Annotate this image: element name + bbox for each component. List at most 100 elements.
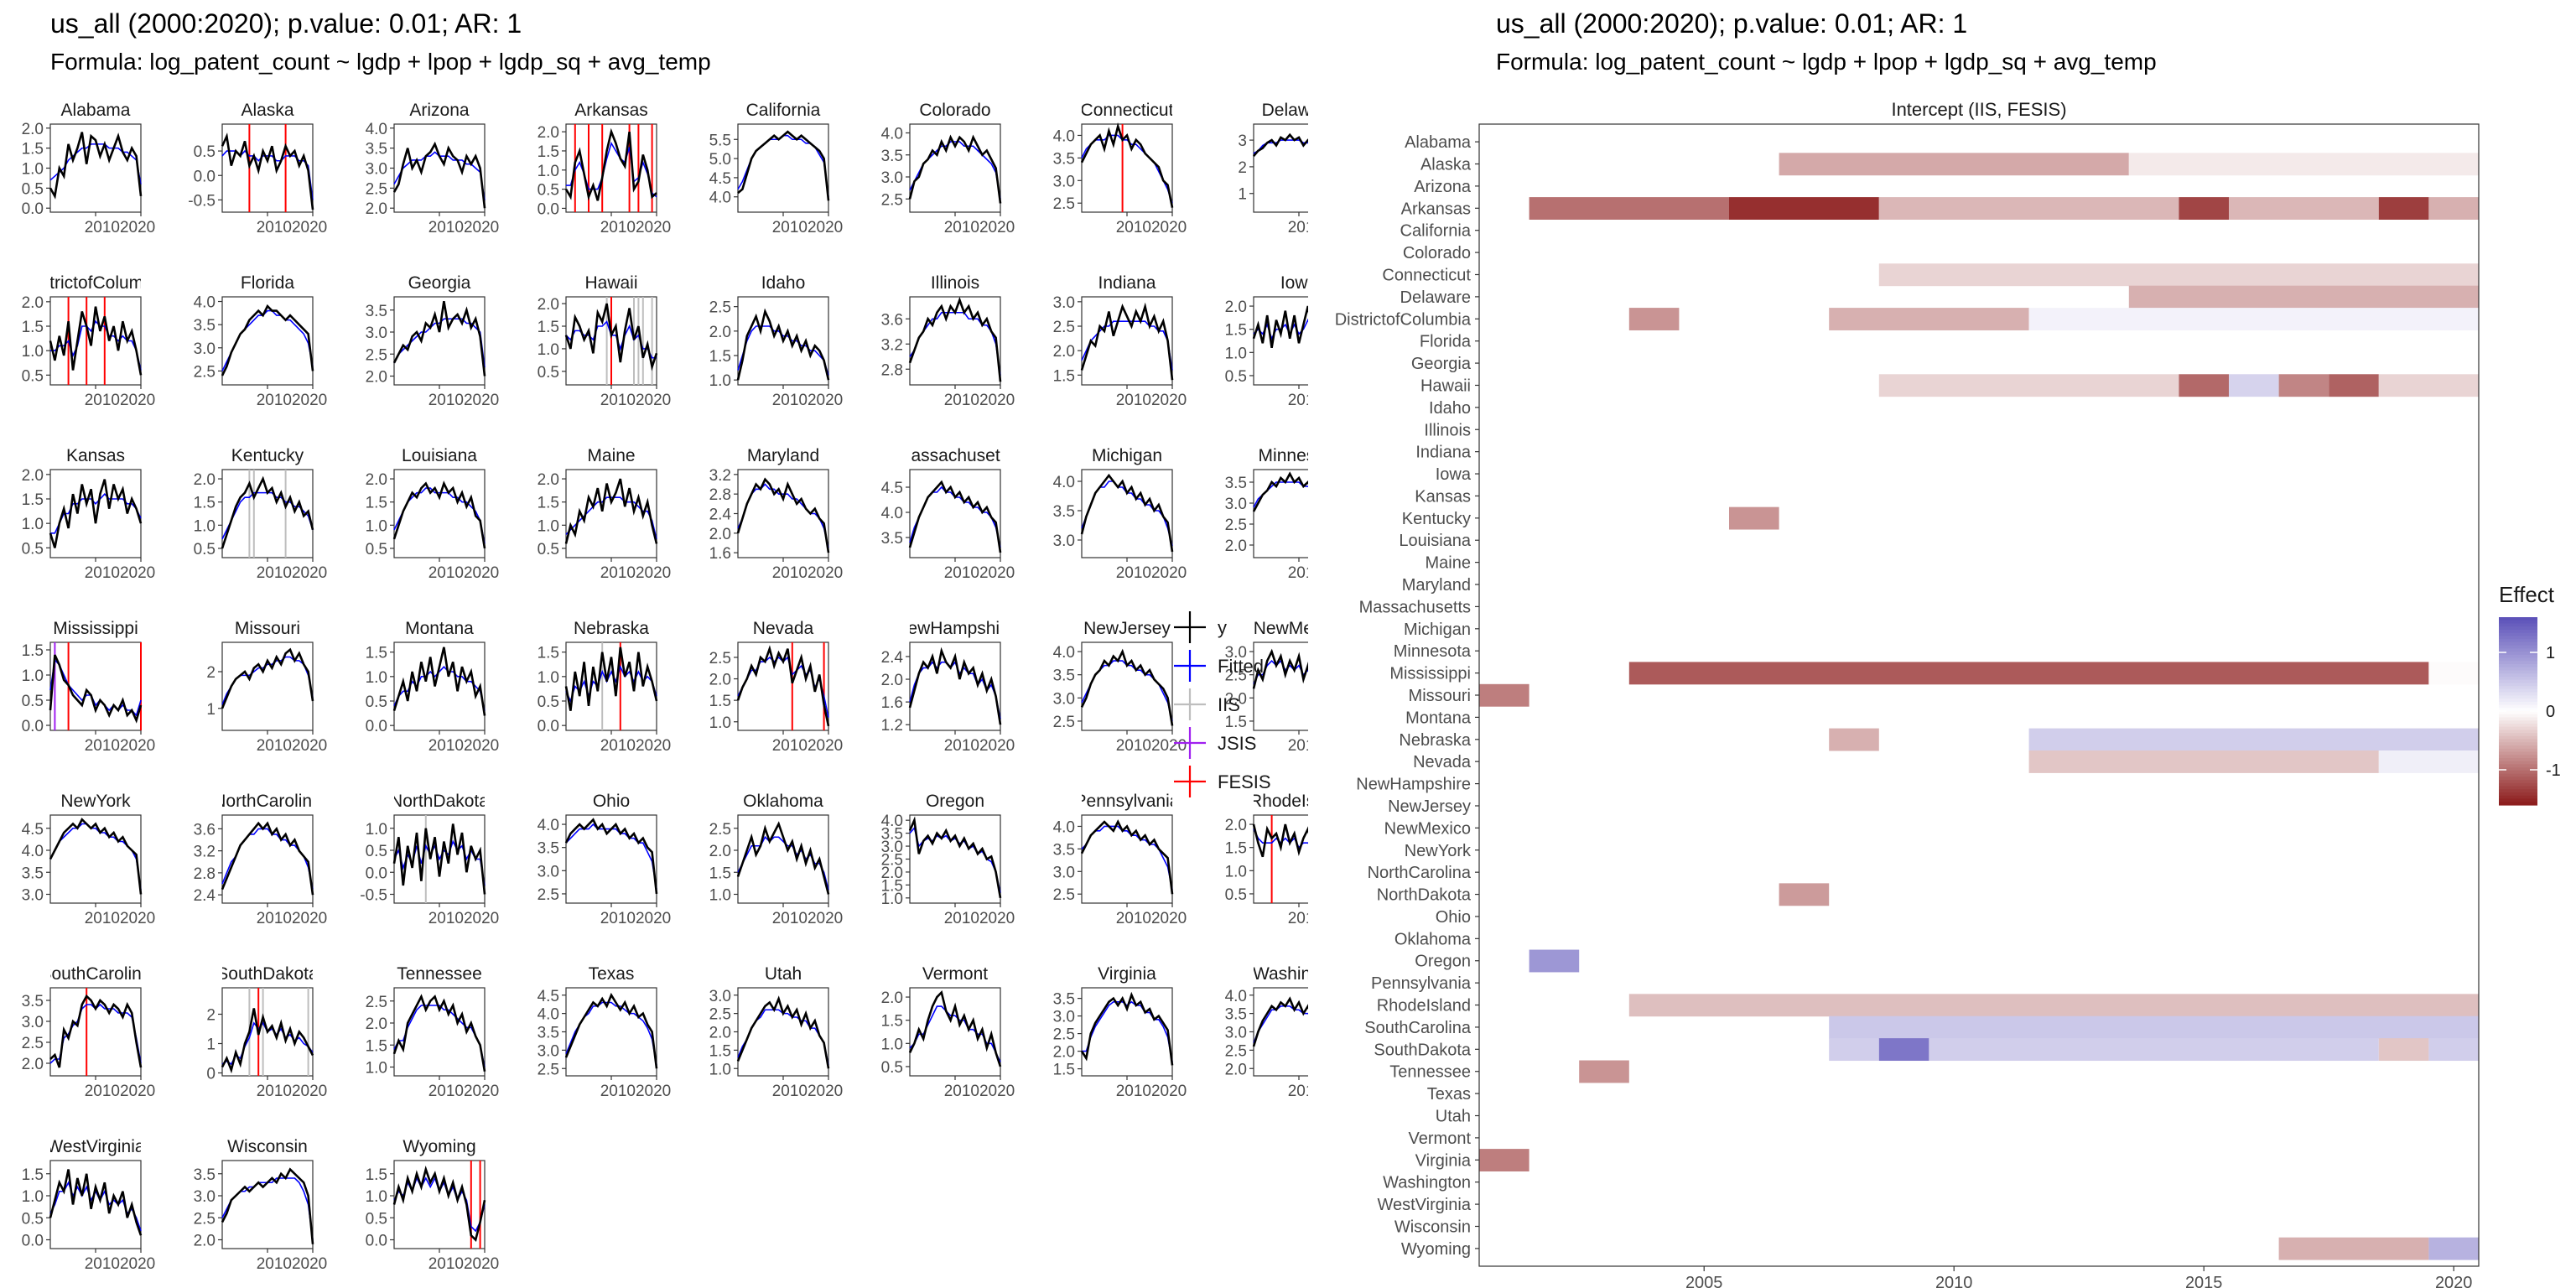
row-label: Nevada xyxy=(1413,753,1472,771)
row-label: Wisconsin xyxy=(1394,1218,1471,1236)
colorbar-step xyxy=(2499,677,2537,680)
heatmap-cell-Arkansas xyxy=(2379,197,2429,220)
colorbar-step xyxy=(2499,626,2537,630)
row-label: Minnesota xyxy=(1394,642,1472,661)
heatmap-cell-Delaware xyxy=(2129,286,2479,309)
colorbar-step xyxy=(2499,764,2537,767)
colorbar-step xyxy=(2499,799,2537,802)
heatmap-cell-NorthDakota xyxy=(1779,883,1830,906)
row-label: Hawaii xyxy=(1420,377,1471,395)
colorbar-step xyxy=(2499,699,2537,702)
row-label: Alaska xyxy=(1420,156,1472,174)
heatmap-cell-Kentucky xyxy=(1729,507,1779,530)
row-label: RhodeIsland xyxy=(1377,997,1471,1015)
heatmap-cell-Wyoming xyxy=(2279,1238,2429,1260)
colorbar-step xyxy=(2499,771,2537,774)
heatmap-cell-Nevada xyxy=(2379,750,2479,773)
colorbar-step xyxy=(2499,789,2537,792)
colorbar-step xyxy=(2499,714,2537,718)
colorbar-step xyxy=(2499,695,2537,699)
heatmap-cell-DistrictofColumbia xyxy=(1629,308,1680,330)
colorbar-step xyxy=(2499,736,2537,740)
row-label: Indiana xyxy=(1415,444,1471,462)
row-label: Oklahoma xyxy=(1394,930,1472,948)
heatmap-cell-Hawaii xyxy=(2379,374,2479,397)
row-label: Utah xyxy=(1436,1108,1471,1126)
colorbar-step xyxy=(2499,630,2537,633)
row-label: Mississippi xyxy=(1389,665,1471,683)
heatmap-cell-SouthDakota xyxy=(2379,1038,2429,1061)
colorbar-step xyxy=(2499,792,2537,796)
row-label: Wyoming xyxy=(1401,1240,1471,1259)
x-tick-label: 2005 xyxy=(1685,1274,1723,1288)
row-label: Delaware xyxy=(1400,288,1471,307)
colorbar-step xyxy=(2499,730,2537,733)
heatmap-cell-Alaska xyxy=(1779,153,2129,175)
row-label: Maryland xyxy=(1402,576,1471,595)
colorbar-step xyxy=(2499,787,2537,790)
row-label: Tennessee xyxy=(1389,1063,1471,1082)
row-label: SouthCarolina xyxy=(1364,1019,1472,1037)
colorbar-step xyxy=(2499,758,2537,761)
heatmap-cell-RhodeIsland xyxy=(1629,994,2479,1016)
row-label: Kentucky xyxy=(1402,510,1471,528)
heatmap-cell-Mississippi xyxy=(2428,662,2479,684)
heatmap-cell-Hawaii xyxy=(2179,374,2229,397)
row-label: Arizona xyxy=(1414,178,1472,196)
row-label: NewJersey xyxy=(1388,797,1471,816)
heatmap-cell-Hawaii xyxy=(2229,374,2279,397)
row-label: Vermont xyxy=(1409,1130,1472,1148)
colorbar-step xyxy=(2499,670,2537,673)
colorbar-step xyxy=(2499,717,2537,720)
colorbar-step xyxy=(2499,761,2537,765)
colorbar-step xyxy=(2499,623,2537,626)
row-label: Iowa xyxy=(1436,465,1472,484)
row-label: Montana xyxy=(1405,709,1472,727)
heatmap-cell-Hawaii xyxy=(2329,374,2379,397)
colorbar-step xyxy=(2499,755,2537,758)
colorbar-step xyxy=(2499,639,2537,642)
colorbar-step xyxy=(2499,667,2537,671)
row-label: WestVirginia xyxy=(1377,1196,1471,1214)
colorbar-step xyxy=(2499,802,2537,805)
colorbar-step xyxy=(2499,655,2537,658)
colorbar-step xyxy=(2499,642,2537,646)
colorbar-step xyxy=(2499,702,2537,705)
row-label: Illinois xyxy=(1424,421,1471,439)
colorbar-step xyxy=(2499,745,2537,749)
colorbar-step xyxy=(2499,733,2537,736)
row-label: Pennsylvania xyxy=(1371,974,1472,993)
row-label: NorthCarolina xyxy=(1368,864,1472,882)
colorbar-step xyxy=(2499,683,2537,686)
row-label: Louisiana xyxy=(1399,532,1472,550)
heatmap-cell-Alaska xyxy=(2129,153,2479,175)
colorbar-step xyxy=(2499,673,2537,677)
heatmap-cell-Arkansas xyxy=(2179,197,2229,220)
row-label: NorthDakota xyxy=(1377,886,1472,905)
colorbar-step xyxy=(2499,720,2537,724)
row-label: Kansas xyxy=(1415,487,1471,506)
heatmap-cell-Arkansas xyxy=(2229,197,2379,220)
heatmap-cell-Nebraska xyxy=(2029,729,2479,751)
row-label: Maine xyxy=(1426,554,1471,573)
row-label: Virginia xyxy=(1415,1151,1472,1170)
row-label: Alabama xyxy=(1405,133,1472,152)
colorbar-step xyxy=(2499,680,2537,683)
heatmap-cell-Nevada xyxy=(2029,750,2379,773)
colorbar-step xyxy=(2499,727,2537,730)
row-label: Texas xyxy=(1427,1085,1471,1104)
heatmap-cell-SouthCarolina xyxy=(1829,1016,2479,1039)
row-label: Idaho xyxy=(1429,399,1471,418)
heatmap-cell-Mississippi xyxy=(1629,662,2429,684)
row-label: Nebraska xyxy=(1399,731,1471,750)
colorbar-step xyxy=(2499,742,2537,745)
colorbar-step xyxy=(2499,774,2537,777)
row-label: SouthDakota xyxy=(1374,1041,1472,1059)
heatmap-cell-SouthDakota xyxy=(2428,1038,2479,1061)
heatmap-cell-Oregon xyxy=(1530,950,1580,973)
heatmap-cell-Connecticut xyxy=(1879,263,2479,286)
row-label: Connecticut xyxy=(1382,266,1471,284)
colorbar-step xyxy=(2499,740,2537,743)
row-label: NewHampshire xyxy=(1356,776,1471,794)
